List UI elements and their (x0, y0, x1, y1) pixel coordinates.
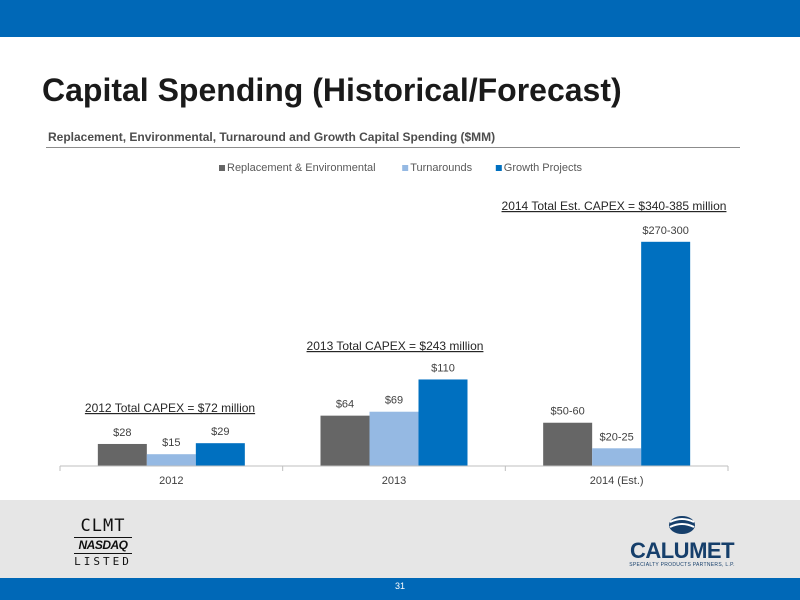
nasdaq-text: NASDAQ (78, 538, 128, 552)
bar-2-1 (592, 448, 642, 466)
bar-2-2 (641, 241, 691, 466)
bar-0-0 (97, 443, 147, 466)
legend-swatch-0 (219, 165, 225, 171)
category-label-0: 2012 (159, 475, 183, 487)
calumet-globe-icon (669, 516, 695, 534)
top-bar (0, 0, 800, 37)
chart-subtitle: Replacement, Environmental, Turnaround a… (48, 130, 496, 144)
data-label-1-2: $110 (431, 362, 455, 374)
data-label-2-2: $270-300 (642, 225, 689, 237)
calumet-tagline: SPECIALTY PRODUCTS PARTNERS, L.P. (629, 562, 735, 568)
clmt-ticker-text: CLMT (80, 516, 126, 536)
legend-label-1: Turnarounds (410, 162, 472, 174)
category-label-2: 2014 (Est.) (590, 475, 644, 487)
clmt-logo-rule-2 (74, 553, 132, 554)
bar-0-1 (146, 454, 196, 466)
clmt-nasdaq-logo: CLMT NASDAQ LISTED (70, 516, 136, 569)
capex-annotation-0: 2012 Total CAPEX = $72 million (85, 401, 255, 415)
legend-label-0: Replacement & Environmental (227, 162, 376, 174)
listed-text: LISTED (74, 555, 132, 568)
data-label-1-1: $69 (385, 395, 403, 407)
footer-band (0, 500, 800, 578)
bar-1-2 (418, 379, 468, 466)
calumet-name: CALUMET (629, 538, 735, 563)
legend-swatch-1 (402, 165, 409, 171)
data-label-2-0: $50-60 (551, 406, 585, 418)
data-label-2-1: $20-25 (600, 431, 634, 443)
page-number: 31 (394, 581, 405, 591)
bottom-bar (0, 578, 800, 600)
subtitle-divider (46, 147, 740, 148)
capex-annotation-2: 2014 Total Est. CAPEX = $340-385 million (502, 199, 727, 213)
capex-bar-chart: Replacement & Environmental Turnarounds Gr… (59, 162, 729, 487)
bar-1-0 (320, 415, 370, 466)
bar-1-1 (369, 411, 419, 466)
legend-swatch-2 (495, 165, 502, 171)
bar-2-0 (543, 422, 593, 466)
legend-label-2: Growth Projects (504, 162, 583, 174)
calumet-logo: CALUMET SPECIALTY PRODUCTS PARTNERS, L.P… (622, 513, 742, 568)
data-label-0-0: $28 (113, 427, 131, 439)
bar-0-2 (195, 443, 245, 466)
category-label-1: 2013 (382, 475, 406, 487)
page-title: Capital Spending (Historical/Forecast) (42, 72, 622, 108)
data-label-0-2: $29 (211, 426, 229, 438)
capex-annotation-1: 2013 Total CAPEX = $243 million (307, 339, 484, 353)
data-label-1-0: $64 (336, 399, 354, 411)
clmt-logo-rule (74, 537, 132, 538)
data-label-0-1: $15 (162, 437, 180, 449)
